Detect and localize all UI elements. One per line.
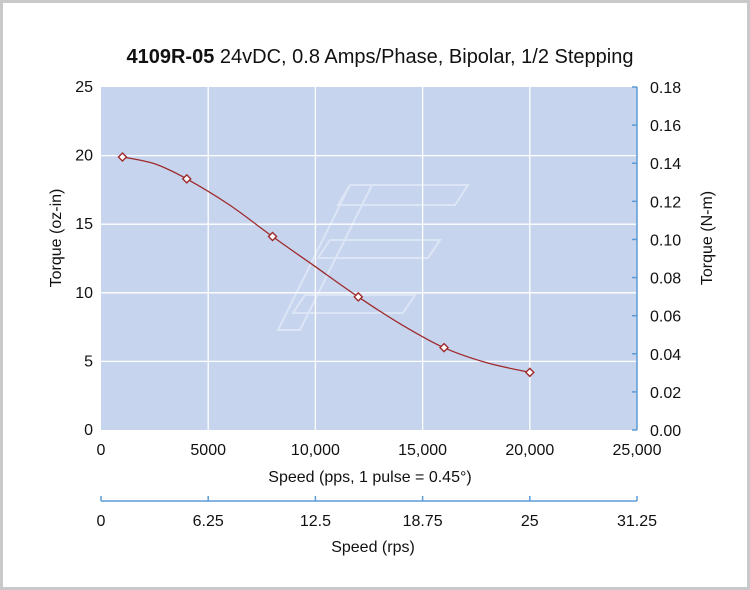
title-model: 4109R-05 bbox=[127, 46, 215, 68]
marker-layer bbox=[117, 151, 535, 378]
data-point-3 bbox=[353, 291, 364, 302]
x2-tick-label-4: 25 bbox=[521, 513, 539, 530]
x2-axis-title: Speed (rps) bbox=[331, 539, 415, 556]
y-right-tick-label-2: 0.04 bbox=[650, 347, 681, 364]
y-right-tick-label-8: 0.16 bbox=[650, 118, 681, 135]
x2-tick-label-0: 0 bbox=[97, 513, 106, 530]
y-right-tick-label-7: 0.14 bbox=[650, 156, 681, 173]
x2-tick-label-2: 12.5 bbox=[300, 513, 331, 530]
y-left-tick-label-4: 20 bbox=[75, 148, 93, 165]
series-line-torque bbox=[122, 156, 530, 374]
y-right-tick-label-6: 0.12 bbox=[650, 194, 681, 211]
curve-layer bbox=[122, 156, 530, 374]
y-left-tick-label-5: 25 bbox=[75, 79, 93, 96]
x-tick-label-3: 15,000 bbox=[398, 442, 447, 459]
y-left-tick-label-0: 0 bbox=[84, 422, 93, 439]
data-point-4 bbox=[439, 342, 450, 353]
chart-title: 4109R-05 24vDC, 0.8 Amps/Phase, Bipolar,… bbox=[127, 46, 634, 68]
tick-labels: 0 5000 10,000 15,000 20,000 25,000 0 5 10 15 20 25 0… bbox=[75, 79, 681, 530]
y-right-tick-label-0: 0.00 bbox=[650, 423, 681, 440]
y-right-tick-label-5: 0.10 bbox=[650, 232, 681, 249]
x-tick-label-5: 25,000 bbox=[613, 442, 662, 459]
watermark-stem bbox=[276, 184, 373, 331]
y-right-axis-title: Torque (N-m) bbox=[699, 191, 716, 285]
x-tick-label-4: 20,000 bbox=[505, 442, 554, 459]
x-tick-label-2: 10,000 bbox=[291, 442, 340, 459]
data-point-5 bbox=[524, 367, 535, 378]
y-left-tick-label-2: 10 bbox=[75, 285, 93, 302]
x-tick-label-0: 0 bbox=[97, 442, 106, 459]
x2-tick-label-5: 31.25 bbox=[617, 513, 657, 530]
data-point-2 bbox=[267, 231, 278, 242]
y-right-tick-label-9: 0.18 bbox=[650, 80, 681, 97]
y-right-tick-label-3: 0.06 bbox=[650, 309, 681, 326]
watermark-bar-bottom bbox=[291, 294, 417, 314]
title-rest: 24vDC, 0.8 Amps/Phase, Bipolar, 1/2 Step… bbox=[214, 46, 633, 68]
y-left-tick-label-1: 5 bbox=[84, 353, 93, 370]
y-left-tick-label-3: 15 bbox=[75, 216, 93, 233]
x-axis-title: Speed (pps, 1 pulse = 0.45°) bbox=[268, 469, 471, 486]
y-right-tick-label-4: 0.08 bbox=[650, 271, 681, 288]
logo-watermark bbox=[276, 184, 470, 331]
data-point-1 bbox=[181, 173, 192, 184]
x2-tick-label-1: 6.25 bbox=[193, 513, 224, 530]
data-point-0 bbox=[117, 151, 128, 162]
watermark-bar-top bbox=[336, 184, 470, 206]
y-right-tick-label-1: 0.02 bbox=[650, 385, 681, 402]
y-left-axis-title: Torque (oz-in) bbox=[48, 189, 65, 288]
x2-tick-label-3: 18.75 bbox=[403, 513, 443, 530]
watermark-bar-middle bbox=[316, 239, 442, 259]
x-tick-label-1: 5000 bbox=[190, 442, 226, 459]
grid-lines bbox=[101, 87, 637, 430]
axes bbox=[100, 86, 638, 502]
